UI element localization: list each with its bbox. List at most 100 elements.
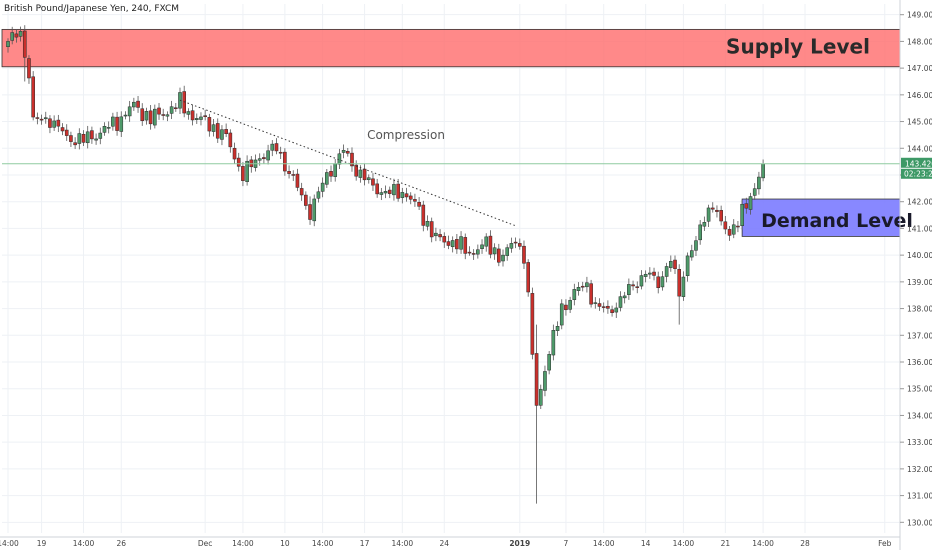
candle xyxy=(232,142,237,164)
candle-body-up xyxy=(18,31,23,37)
candle-body-down xyxy=(455,239,459,250)
candle xyxy=(576,282,581,296)
candle xyxy=(287,165,291,179)
candle xyxy=(387,186,392,199)
candle xyxy=(652,267,656,281)
candle-body-down xyxy=(652,271,656,276)
candle xyxy=(610,305,614,317)
candle-body-down xyxy=(606,305,610,309)
candle xyxy=(64,124,69,141)
candle xyxy=(731,219,736,239)
candle-body-down xyxy=(60,127,65,132)
candle-body-down xyxy=(308,204,312,220)
candle-body-down xyxy=(744,203,749,209)
candle xyxy=(111,112,115,131)
candle xyxy=(526,259,530,297)
candle xyxy=(757,171,761,195)
candle-body-down xyxy=(564,304,568,311)
x-tick-label: 14:00 xyxy=(593,539,615,548)
candle xyxy=(90,126,94,144)
candle xyxy=(174,103,178,112)
candle-body-down xyxy=(467,251,472,254)
candle-body-down xyxy=(417,201,421,207)
candle xyxy=(446,235,451,250)
candle xyxy=(228,129,233,153)
candle xyxy=(438,229,442,242)
candle-body-up xyxy=(685,255,690,277)
candle xyxy=(517,238,522,250)
candle xyxy=(35,112,40,125)
candle xyxy=(379,187,384,201)
candle xyxy=(325,168,329,188)
candle xyxy=(736,221,740,233)
candle xyxy=(497,243,501,267)
candle xyxy=(534,324,539,504)
candle-body-up xyxy=(320,182,325,192)
candle-body-down xyxy=(354,164,358,177)
candle-body-up xyxy=(702,222,707,227)
x-tick-label: 19 xyxy=(37,539,47,548)
candle-body-down xyxy=(174,107,178,109)
current-price-tag xyxy=(901,157,932,168)
candle xyxy=(669,255,673,272)
candle xyxy=(81,130,86,147)
candle-body-up xyxy=(6,41,10,47)
candle-body-up xyxy=(694,240,698,251)
candle-body-up xyxy=(689,250,694,258)
candle-body-down xyxy=(677,269,682,297)
candle-body-up xyxy=(706,207,711,222)
candle-body-down xyxy=(136,100,140,108)
candle xyxy=(106,121,111,134)
candle-body-up xyxy=(761,163,765,179)
candle xyxy=(463,233,468,260)
candle-body-up xyxy=(199,116,203,120)
candle-body-down xyxy=(39,118,44,121)
candle-body-down xyxy=(421,204,426,226)
candle-body-up xyxy=(333,163,338,177)
candle xyxy=(492,243,497,260)
candle-body-up xyxy=(434,232,438,237)
candle xyxy=(136,96,140,113)
compression-trendline xyxy=(179,99,516,227)
candle xyxy=(710,202,715,213)
y-tick-label: 138.000 xyxy=(907,305,932,314)
candle xyxy=(60,123,65,136)
candle-body-down xyxy=(291,174,296,176)
candle-body-down xyxy=(589,283,593,305)
candle-body-down xyxy=(497,248,501,263)
candle xyxy=(144,107,149,125)
candle-body-down xyxy=(371,178,375,186)
candle xyxy=(56,114,61,133)
candle-body-down xyxy=(236,157,241,167)
candle xyxy=(660,271,665,291)
candle xyxy=(685,252,690,282)
candle-body-down xyxy=(375,183,379,195)
candle-body-down xyxy=(295,173,300,188)
candle-body-down xyxy=(224,129,228,134)
candle-body-up xyxy=(509,243,514,249)
candle-body-down xyxy=(161,114,166,116)
candle xyxy=(320,177,325,198)
candle xyxy=(69,131,73,147)
candle-body-down xyxy=(274,143,279,152)
candle-body-up xyxy=(681,276,686,297)
zones xyxy=(1,28,901,237)
candle xyxy=(236,152,241,172)
candle-body-up xyxy=(622,295,627,299)
candle xyxy=(186,108,191,120)
candle-body-up xyxy=(538,389,543,406)
candle xyxy=(169,100,174,120)
candle xyxy=(656,271,661,294)
candle xyxy=(299,182,304,201)
candle xyxy=(194,113,199,124)
candle-body-up xyxy=(270,143,275,151)
candle-body-down xyxy=(513,241,518,244)
x-tick-label: 26 xyxy=(116,539,126,548)
candle xyxy=(295,168,300,192)
candle-body-down xyxy=(530,293,535,355)
candle xyxy=(555,321,560,336)
candle xyxy=(207,113,212,137)
candle xyxy=(153,104,157,129)
